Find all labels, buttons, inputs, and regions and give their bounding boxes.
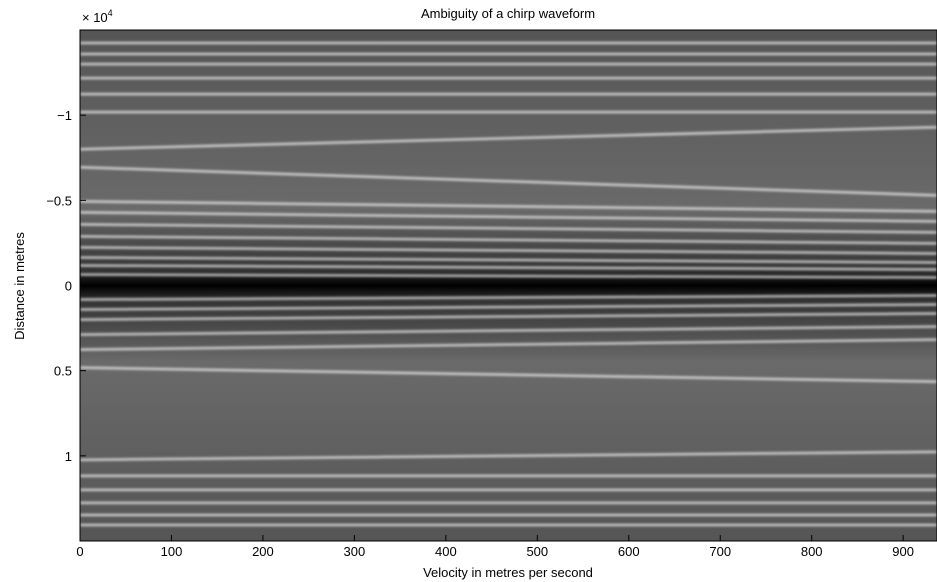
x-tick-label: 700 [709,544,731,559]
x-tick-label: 500 [526,544,548,559]
ridge [79,126,937,151]
ridge [79,200,937,213]
ridge [79,235,937,245]
y-tick-label: 0 [65,279,72,294]
y-tick-label: 1 [65,449,72,464]
ridge-layer [79,42,937,526]
x-tick-label: 200 [252,544,274,559]
chart-title: Ambiguity of a chirp waveform [421,6,595,21]
x-tick-label: 0 [76,544,83,559]
ridge [79,450,937,461]
image-background [80,30,937,541]
multiplier-base: × 10 [82,10,108,25]
x-tick-label: 600 [618,544,640,559]
y-multiplier: × 104 [82,8,113,25]
y-axis-label: Distance in metres [12,232,27,340]
x-axis-label: Velocity in metres per second [423,565,593,580]
ridge [79,325,937,336]
ridge [79,256,937,264]
ridge [79,223,937,234]
ridge [79,338,937,351]
ridge [79,303,937,311]
x-tick-label: 100 [161,544,183,559]
y-tick-label: −0.5 [46,193,72,208]
ridge [79,294,937,301]
multiplier-exponent: 4 [108,8,113,18]
x-tick-label: 900 [892,544,914,559]
ridge [79,166,937,197]
ridge [79,211,937,223]
y-tick-label: −1 [57,108,72,123]
x-tick-label: 400 [435,544,457,559]
ridge [79,273,937,279]
y-tick-label: 0.5 [54,364,72,379]
ridge [79,366,937,383]
x-tick-label: 300 [344,544,366,559]
x-tick-label: 800 [801,544,823,559]
ridge [79,264,937,271]
ridge [79,312,937,321]
ridge [79,246,937,255]
